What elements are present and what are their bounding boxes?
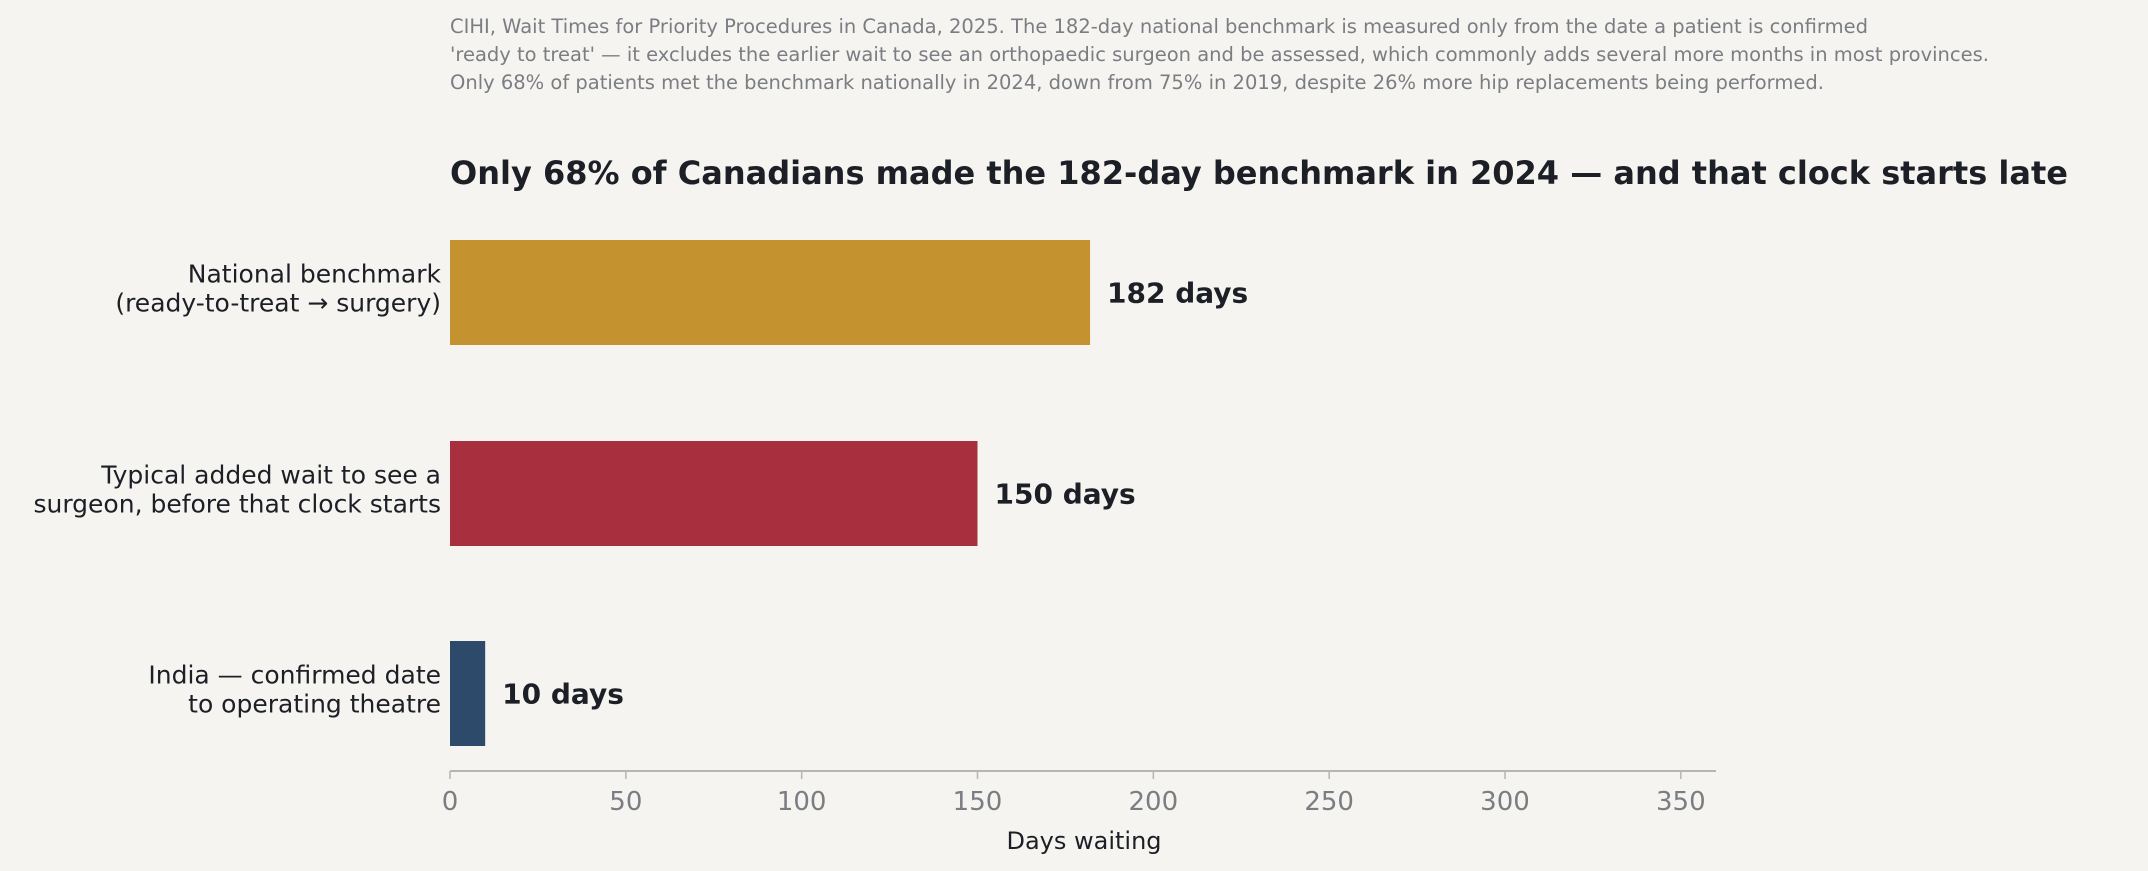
category-labels: National benchmark (ready-to-treat → surg… xyxy=(33,260,441,719)
x-tick-label-0: 0 xyxy=(442,787,459,817)
x-axis: 0 50 100 150 200 250 300 350 xyxy=(442,770,1716,817)
chart-title: Only 68% of Canadians made the 182-day b… xyxy=(450,154,2068,192)
bar-2 xyxy=(450,641,486,746)
category-label-0: National benchmark (ready-to-treat → surg… xyxy=(115,260,441,318)
bars-group xyxy=(450,240,1091,746)
x-tick-label-2: 100 xyxy=(777,787,827,817)
x-tick-label-4: 200 xyxy=(1129,787,1179,817)
source-note-line-2: 'ready to treat' — it excludes the earli… xyxy=(450,43,1989,66)
source-note-line-1: CIHI, Wait Times for Priority Procedures… xyxy=(450,15,1868,38)
value-label-0: 182 days xyxy=(1107,277,1248,310)
x-tick-label-6: 300 xyxy=(1480,787,1530,817)
source-note-line-3: Only 68% of patients met the benchmark n… xyxy=(450,71,1824,94)
source-note: CIHI, Wait Times for Priority Procedures… xyxy=(450,15,1989,94)
x-tick-label-7: 350 xyxy=(1656,787,1706,817)
category-label-2: India — confirmed date to operating theat… xyxy=(148,661,441,719)
bar-0 xyxy=(450,240,1091,345)
value-label-1: 150 days xyxy=(995,478,1136,511)
value-label-2: 10 days xyxy=(502,678,624,711)
category-label-1: Typical added wait to see a surgeon, befo… xyxy=(33,461,441,519)
bar-1 xyxy=(450,441,978,546)
x-tick-label-1: 50 xyxy=(609,787,642,817)
x-tick-label-3: 150 xyxy=(953,787,1003,817)
x-axis-title: Days waiting xyxy=(1006,827,1161,855)
value-labels: 182 days 150 days 10 days xyxy=(502,277,1248,711)
x-tick-label-5: 250 xyxy=(1304,787,1354,817)
